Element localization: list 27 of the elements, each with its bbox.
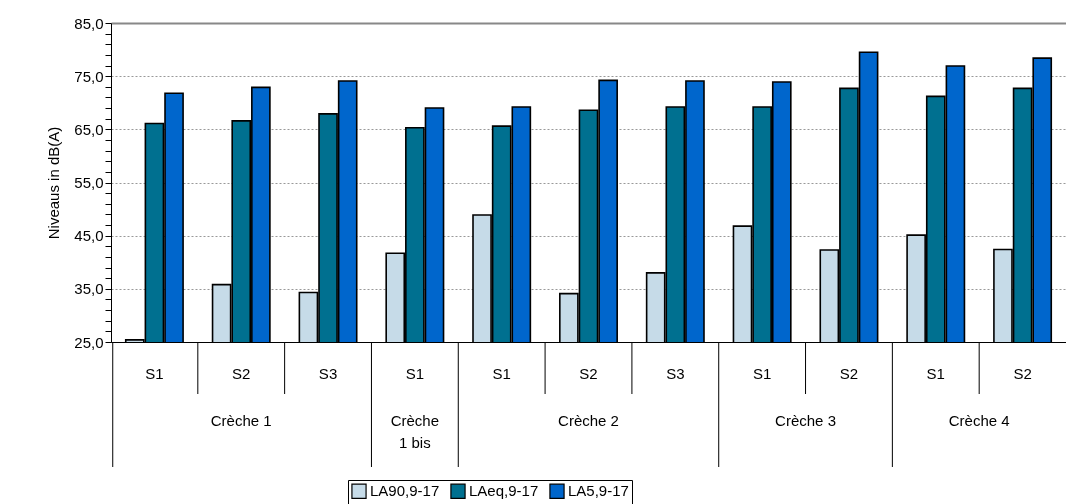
legend-label: LAeq,9-17: [469, 482, 539, 500]
y-tick-label: 65,0: [74, 120, 104, 138]
y-tick-label: 45,0: [74, 227, 104, 245]
x-tick-label: S3: [666, 365, 685, 382]
x-tick-label: S2: [839, 365, 859, 382]
text: Crèche 4: [948, 412, 1010, 429]
x-tick-label: S1: [926, 365, 945, 382]
text: Crèche 2: [558, 412, 619, 429]
x-tick-label: S1: [145, 365, 164, 382]
y-axis-title: Niveaus in dB(A): [45, 126, 63, 240]
text: Crèche 1 bis: [390, 412, 440, 451]
text: Crèche 1: [210, 412, 272, 429]
x-tick-label: S1: [405, 365, 425, 382]
text: Crèche 3: [775, 412, 836, 429]
x-tick-label: S3: [318, 365, 338, 382]
legend-label: LA5,9-17: [568, 482, 629, 500]
x-tick-label: S2: [579, 365, 598, 382]
y-tick-label: 55,0: [74, 174, 104, 191]
x-tick-label: S1: [492, 365, 511, 382]
y-tick-label: 85,0: [74, 14, 104, 32]
x-tick-label: S2: [232, 365, 251, 382]
y-tick-label: 25,0: [74, 333, 104, 351]
y-tick-label: 35,0: [74, 280, 104, 298]
x-tick-label: S2: [1013, 365, 1032, 382]
legend-label: LA90,9-17: [370, 482, 440, 500]
y-tick-label: 75,0: [74, 67, 104, 85]
x-tick-label: S1: [752, 365, 772, 382]
